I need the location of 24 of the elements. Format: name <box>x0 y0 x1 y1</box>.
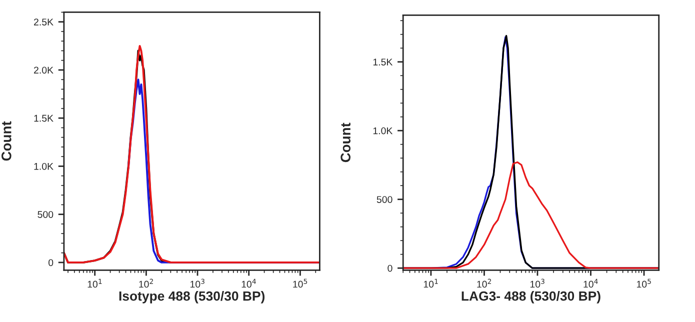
x-tick-label: 10$^{1}$ <box>424 278 438 288</box>
y-tick-label: 0 <box>48 259 54 266</box>
y-tick-label: 1.5K <box>34 114 54 122</box>
x-axis-title: LAG3- 488 (530/30 BP) <box>462 291 600 304</box>
y-tick-label: 1.5K <box>373 58 393 66</box>
x-tick-label: 10$^{4}$ <box>242 278 256 288</box>
y-axis-title: Count <box>340 122 350 162</box>
y-tick-label: 2.0K <box>34 66 54 74</box>
x-tick-label: 10$^{3}$ <box>190 278 204 288</box>
x-tick-label: 10$^{1}$ <box>88 278 102 288</box>
x-tick-label: 10$^{3}$ <box>530 278 544 288</box>
y-tick-label: 500 <box>38 211 54 218</box>
x-tick-label: 10$^{2}$ <box>139 278 153 288</box>
x-tick-label: 10$^{5}$ <box>636 278 651 288</box>
x-axis-title: Isotype 488 (530/30 BP) <box>119 291 265 304</box>
x-tick-label: 10$^{2}$ <box>477 278 491 288</box>
x-tick-label: 10$^{5}$ <box>293 278 308 288</box>
y-tick-label: 0 <box>388 264 392 272</box>
y-tick-label: 500 <box>376 196 392 203</box>
y-tick-label: 1.0K <box>373 127 393 134</box>
y-tick-label: 1.0K <box>34 162 54 170</box>
x-tick-label: 10$^{4}$ <box>584 278 598 288</box>
y-axis-title: Count <box>2 121 12 161</box>
y-tick-label: 2.5K <box>34 18 54 26</box>
